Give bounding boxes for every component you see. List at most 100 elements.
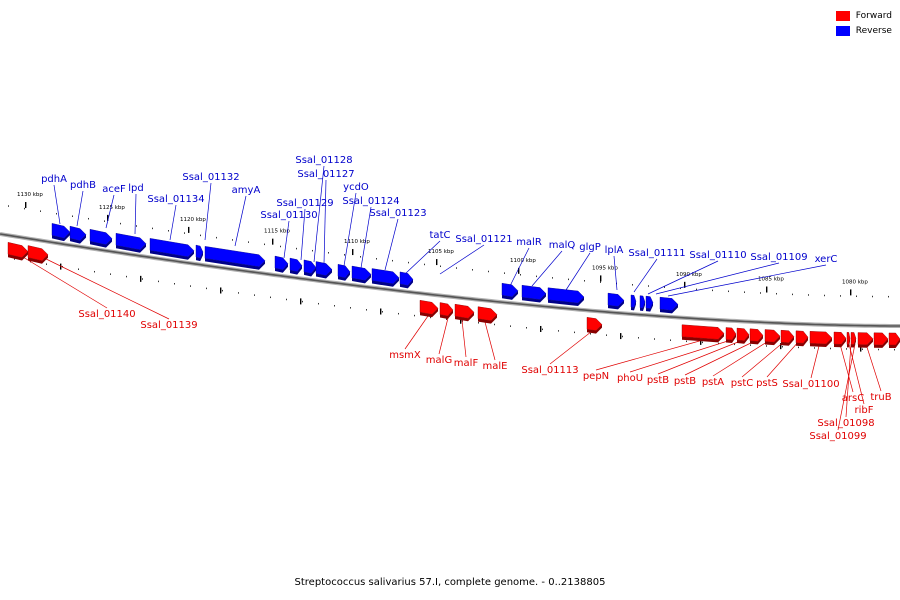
tick-dot [78,268,79,270]
reverse-gene-label: xerC [815,254,838,265]
forward-gene-label: Ssal_01098 [817,418,874,429]
tick-dot [894,348,895,351]
reverse-gene-arrow [501,282,519,298]
tick-dot [414,314,415,317]
reverse-gene-label: Ssal_01129 [276,198,333,209]
tick-dot [712,289,713,292]
legend: Forward Reverse [835,8,892,38]
tick-dot [654,338,655,340]
tick-dot [350,307,351,309]
minor-tick [780,343,782,350]
tick-dot [856,295,857,298]
tick-dot [264,243,265,246]
tick-dot [728,290,729,293]
forward-gene-arrow [27,245,49,261]
tick-dot [88,217,89,220]
leader-line [741,339,787,378]
major-tick [188,226,190,233]
tick-dot [360,256,361,258]
reverse-gene-label: lpd [128,183,143,194]
tick-dot [184,232,185,234]
forward-gene-arrow [809,331,833,345]
leader-line [53,184,61,225]
reverse-gene-arrow [89,229,113,245]
leader-line [343,192,357,267]
tick-dot [744,291,745,293]
reverse-gene-label: Ssal_01123 [369,208,426,219]
forward-gene-arrow [846,332,851,345]
reverse-gene-arrow [303,259,317,274]
reverse-gene-label: Ssal_01127 [297,169,354,180]
legend-forward: Forward [835,8,892,23]
tick-dot [462,320,463,322]
reverse-gene-arrow [337,264,351,279]
gene-shadow [851,338,856,348]
forward-gene-label: pstS [756,378,778,389]
tick-dot [824,294,825,297]
tick-dot [302,300,303,303]
tick-dot [526,327,527,329]
forward-gene-arrow [477,306,498,321]
tick-dot [830,347,831,350]
leader-line [839,343,854,393]
tick-dot [232,239,233,241]
gene-shadow [290,265,302,275]
leader-line [313,165,325,263]
tick-dot [718,342,719,345]
tick-dot [168,230,169,232]
reverse-gene-label: ycdO [343,182,369,193]
gene-shadow [372,277,399,287]
tick-dot [510,325,511,327]
gene-shadow [682,333,724,343]
gene-shadow [440,309,453,319]
reverse-gene-arrow [351,265,372,281]
tick-dot [8,205,9,207]
forward-gene-arrow [749,328,764,342]
tick-dot [248,241,249,243]
tick-dot [776,292,777,295]
tick-dot [158,280,159,283]
gene-shadow [660,304,678,314]
minor-tick [540,325,542,332]
gene-shadow [874,338,888,348]
reverse-label: Reverse [855,25,892,36]
tick-dot [622,335,623,338]
gene-shadow [726,334,736,344]
major-tick [600,275,602,282]
tick-dot [24,207,25,210]
leader-line [169,204,177,241]
leader-line [633,258,658,293]
tick-dot [238,292,239,294]
gene-shadow [28,254,48,264]
reverse-gene-label: amyA [232,185,261,196]
gene-shadow [847,338,850,348]
reverse-gene-label: malQ [549,240,576,251]
tick-dot [206,287,207,290]
gene-shadow [522,293,546,303]
leader-line [76,190,84,227]
tick-dot [376,258,377,260]
gene-shadow [781,336,794,346]
tick-dot [312,249,313,252]
major-tick [107,214,109,221]
leader-line [438,317,449,355]
forward-gene-label: pstB [674,376,696,387]
tick-dot [72,215,73,217]
leader-line [484,321,496,361]
leader-line [595,339,704,371]
tick-dot [382,311,383,313]
tick-dot [808,294,809,296]
tick-dot [142,278,143,280]
leader-line [404,315,429,350]
leader-line [204,182,212,241]
reverse-swatch [835,25,850,36]
tick-label: 1125 kbp [99,205,125,211]
gene-shadow [8,251,28,261]
leader-line [384,218,399,271]
major-tick [25,202,27,209]
forward-gene-arrow [725,327,737,341]
tick-label: 1080 kbp [842,279,868,285]
gene-shadow [205,258,265,270]
tick-dot [590,333,591,335]
